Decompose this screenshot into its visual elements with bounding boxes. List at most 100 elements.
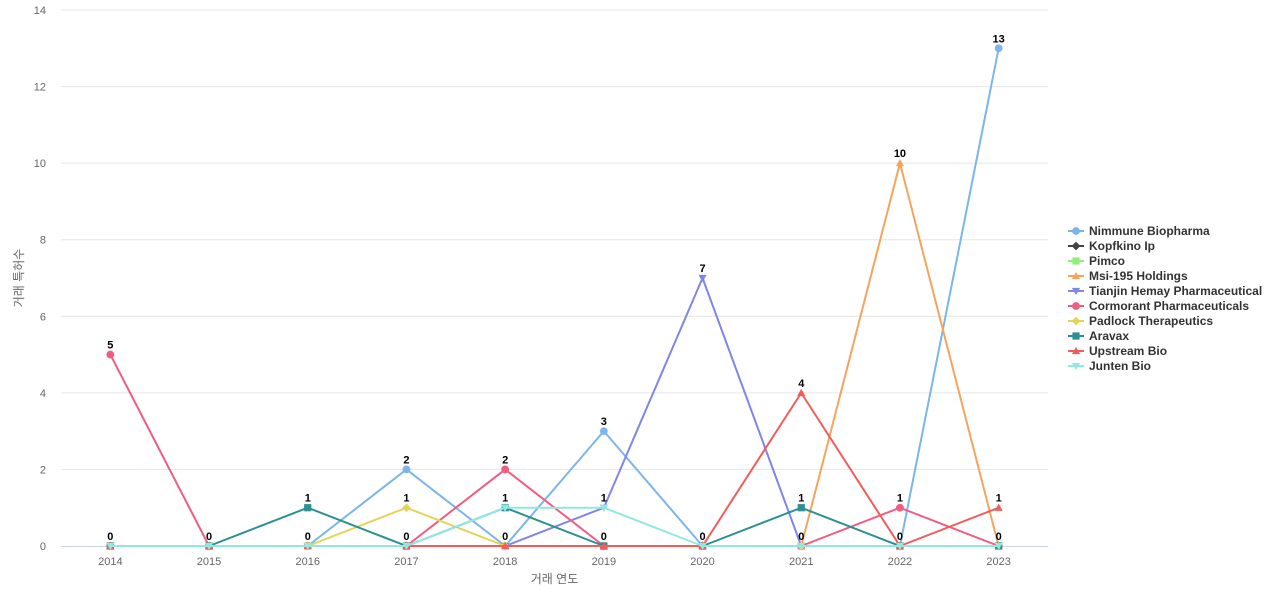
data-label: 0 — [305, 531, 311, 543]
legend-label: Kopfkino Ip — [1089, 239, 1155, 253]
series-cormorant-pharmaceuticals — [106, 350, 1003, 550]
legend-marker — [1071, 316, 1081, 326]
data-point — [106, 350, 115, 359]
legend-marker — [1071, 241, 1081, 251]
data-label: 4 — [798, 378, 805, 390]
data-point — [599, 504, 608, 512]
data-point — [501, 465, 510, 474]
data-label: 0 — [107, 531, 113, 543]
data-label: 1 — [403, 493, 409, 505]
data-label: 13 — [993, 33, 1005, 45]
data-label: 1 — [996, 493, 1002, 505]
legend-item-padlock-therapeutics[interactable]: Padlock Therapeutics — [1068, 314, 1213, 328]
data-label: 5 — [107, 340, 113, 352]
data-label: 1 — [897, 493, 903, 505]
x-axis-ticks: 2014 2015 2016 2017 2018 2019 2020 2021 2022 2023 — [98, 556, 1011, 568]
data-point — [895, 542, 905, 551]
data-point — [501, 541, 510, 550]
legend-marker — [1071, 362, 1081, 371]
data-point — [698, 274, 707, 283]
data-label: 0 — [403, 531, 409, 543]
y-axis-ticks: 0 2 4 6 8 10 12 14 — [34, 5, 46, 553]
data-label: 1 — [305, 493, 311, 505]
x-tick-label: 2020 — [690, 556, 714, 568]
legend-item-aravax[interactable]: Aravax — [1068, 329, 1129, 343]
data-label: 3 — [601, 416, 607, 428]
data-point — [896, 503, 904, 512]
legend-label: Nimmune Biopharma — [1089, 224, 1210, 238]
y-tick-label: 6 — [40, 311, 46, 323]
legend-marker — [1072, 332, 1080, 340]
legend-item-msi-195-holdings[interactable]: Msi-195 Holdings — [1068, 269, 1188, 283]
data-point — [994, 44, 1003, 53]
data-label: 0 — [699, 531, 705, 543]
data-point — [402, 465, 411, 474]
data-point — [599, 427, 608, 436]
data-label: 0 — [798, 531, 804, 543]
series-nimmune-biopharma — [106, 44, 1003, 550]
data-point — [402, 542, 411, 551]
legend-label: Msi-195 Holdings — [1089, 269, 1188, 283]
legend-marker — [1072, 302, 1080, 310]
series-lines — [105, 44, 1004, 551]
y-tick-label: 8 — [40, 235, 46, 247]
data-label: 0 — [601, 531, 607, 543]
data-label: 1 — [502, 493, 508, 505]
data-point — [895, 159, 905, 167]
y-tick-label: 14 — [34, 5, 46, 17]
legend-item-nimmune-biopharma[interactable]: Nimmune Biopharma — [1068, 224, 1210, 238]
series-aravax — [106, 504, 1003, 550]
y-tick-label: 12 — [34, 82, 46, 94]
data-point — [698, 542, 707, 551]
x-tick-label: 2016 — [296, 556, 320, 568]
grid-lines — [61, 9, 1048, 470]
legend-item-pimco[interactable]: Pimco — [1068, 254, 1125, 268]
data-point — [994, 503, 1003, 511]
legend-label: Junten Bio — [1089, 359, 1151, 373]
data-point — [797, 542, 806, 551]
x-tick-label: 2023 — [986, 556, 1010, 568]
x-tick-label: 2018 — [493, 556, 517, 568]
legend-label: Pimco — [1089, 254, 1125, 268]
data-point — [599, 541, 608, 550]
x-tick-label: 2017 — [394, 556, 418, 568]
legend-item-cormorant-pharmaceuticals[interactable]: Cormorant Pharmaceuticals — [1068, 299, 1249, 313]
legend-label: Padlock Therapeutics — [1089, 314, 1213, 328]
x-tick-label: 2014 — [98, 556, 122, 568]
legend-marker — [1071, 271, 1081, 280]
data-point — [304, 504, 312, 512]
legend-marker — [1071, 346, 1081, 355]
data-label: 2 — [403, 454, 409, 466]
legend-label: Aravax — [1089, 329, 1129, 343]
data-label: 1 — [798, 493, 804, 505]
legend-label: Tianjin Hemay Pharmaceutical — [1089, 284, 1262, 298]
series-line — [109, 353, 1000, 547]
data-label: 0 — [502, 531, 508, 543]
y-axis-title: 거래 특허수 — [12, 249, 26, 308]
y-tick-label: 4 — [40, 388, 46, 400]
data-point — [402, 503, 411, 513]
data-point — [501, 504, 510, 512]
series-line — [109, 506, 1000, 547]
legend-item-upstream-bio[interactable]: Upstream Bio — [1068, 344, 1167, 358]
legend-marker — [1072, 257, 1080, 265]
legend-item-junten-bio[interactable]: Junten Bio — [1068, 359, 1151, 373]
legend-item-kopfkino-ip[interactable]: Kopfkino Ip — [1068, 239, 1155, 253]
x-axis-title: 거래 연도 — [531, 572, 579, 586]
legend-marker — [1071, 287, 1081, 296]
data-point — [797, 388, 806, 396]
data-label: 7 — [699, 263, 705, 275]
data-label: 10 — [894, 148, 906, 160]
series-msi-195-holdings — [106, 159, 1003, 550]
legend-item-tianjin-hemay-pharmaceutical[interactable]: Tianjin Hemay Pharmaceutical — [1068, 284, 1262, 298]
data-point — [204, 542, 214, 551]
data-point — [106, 542, 115, 551]
data-point — [303, 542, 312, 551]
data-label: 0 — [206, 531, 212, 543]
x-tick-label: 2015 — [197, 556, 221, 568]
data-label: 0 — [996, 531, 1002, 543]
